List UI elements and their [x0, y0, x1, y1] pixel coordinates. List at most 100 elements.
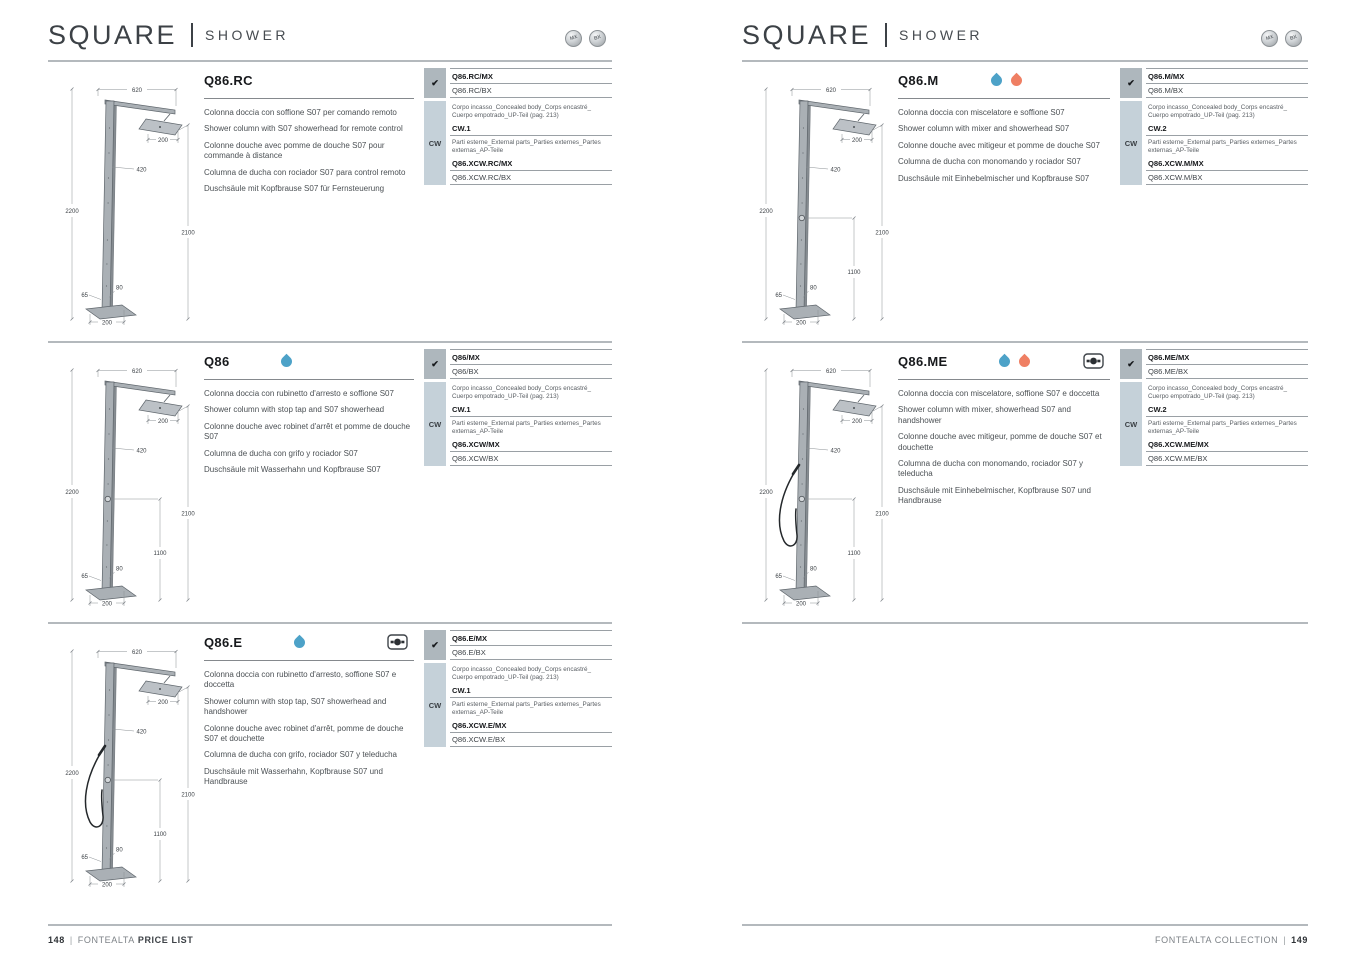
cold-water-drop-icon [997, 353, 1013, 369]
dim-label: 2100 [875, 231, 889, 237]
dim-label: 420 [137, 730, 148, 736]
availability-cell: ✔ [424, 349, 446, 379]
page-number: 148 [48, 935, 65, 945]
order-code-mx: Q86.RC/MX [450, 69, 612, 84]
water-supply-icons [292, 634, 308, 650]
concealed-works-block: CW Corpo incasso_Concealed body_Corps en… [424, 382, 612, 467]
handshower-icon [1083, 353, 1104, 369]
dim-label: 65 [81, 855, 88, 861]
dim-label: 420 [137, 168, 148, 174]
finish-badges: MX BX [565, 29, 606, 47]
external-code-mx: Q86.XCW.E/MX [450, 718, 612, 733]
water-supply-icons [279, 353, 295, 369]
concealed-works-block: CW Corpo incasso_Concealed body_Corps en… [424, 101, 612, 186]
page-subtitle: SHOWER [205, 27, 290, 43]
availability-cell: ✔ [1120, 349, 1142, 379]
dim-label: 2100 [181, 512, 195, 518]
description-de: Duschsäule mit Wasserhahn, Kopfbrause S0… [204, 766, 383, 787]
description-es: Columna de ducha con rociador S07 para c… [204, 167, 406, 177]
order-code-mx: Q86.ME/MX [1146, 350, 1308, 365]
page-footer: 148 | FONTEALTA PRICE LIST [48, 924, 612, 959]
cold-water-drop-icon [988, 72, 1004, 88]
product-title-row: Q86.E [204, 632, 414, 652]
product-row: 620 200 420 2200 2100 1100 65 80 200 Q86.ME [742, 343, 1308, 624]
cw-body-code: CW.1 [450, 402, 612, 417]
dim-label: 2200 [65, 490, 79, 496]
order-code-mx: Q86.E/MX [450, 631, 612, 646]
water-supply-icons [988, 72, 1024, 88]
dim-label: 200 [102, 883, 113, 889]
external-code-mx: Q86.XCW/MX [450, 437, 612, 452]
product-title: Q86.ME [898, 353, 948, 369]
product-info: Q86.ME Colonna doccia con miscelatore, s… [894, 343, 1120, 622]
concealed-body-text: Corpo incasso_Concealed body_Corps encas… [1148, 104, 1287, 120]
dim-label: 65 [775, 574, 782, 580]
description-de: Duschsäule mit Wasserhahn und Kopfbrause… [204, 464, 381, 474]
finish-badge-bx: BX [589, 29, 606, 47]
product-row: 620 200 420 2200 2100 1100 65 80 200 Q86.E [48, 624, 612, 905]
dim-label: 200 [102, 321, 113, 327]
product-info: Q86.RC Colonna doccia con soffione S07 p… [200, 62, 424, 341]
description-de: Duschsäule mit Einhebelmischer und Kopfb… [898, 173, 1090, 183]
product-list: 620 200 420 2200 2100 65 80 200 Q86.RC [48, 62, 612, 905]
page-title: SQUARE [48, 19, 178, 50]
cold-water-drop-icon [292, 634, 308, 650]
concealed-works-block: CW Corpo incasso_Concealed body_Corps en… [424, 663, 612, 748]
dim-label: 1100 [154, 551, 168, 557]
dim-label: 200 [852, 138, 863, 144]
title-underline [204, 379, 414, 380]
description-es: Columna de ducha con grifo y rociador S0… [204, 448, 358, 458]
external-code-bx: Q86.XCW.RC/BX [450, 171, 612, 186]
dim-label: 2100 [181, 793, 195, 799]
dim-label: 620 [826, 88, 837, 94]
title-divider-bar [885, 23, 888, 47]
technical-drawing: 620 200 420 2200 2100 65 80 200 [48, 62, 200, 341]
product-title-row: Q86 [204, 351, 414, 371]
dim-label: 420 [831, 168, 842, 174]
page-subtitle: SHOWER [899, 27, 984, 43]
order-codes-table: ✔ Q86/MX Q86/BX CW Corpo incasso_Conceal… [424, 343, 612, 622]
dim-label: 80 [810, 286, 817, 292]
concealed-body-text: Corpo incasso_Concealed body_Corps encas… [452, 385, 591, 401]
availability-cell: ✔ [424, 630, 446, 660]
description-en: Shower column with mixer and showerhead … [898, 124, 1070, 134]
shower-column-drawing: 620 200 420 2200 2100 1100 65 80 200 [65, 368, 195, 608]
cw-body-code: CW.1 [450, 683, 612, 698]
concealed-works-block: CW Corpo incasso_Concealed body_Corps en… [1120, 382, 1308, 467]
dim-label: 420 [137, 449, 148, 455]
description-fr: Colonne douche avec pomme de douche S07 … [204, 140, 385, 161]
cw-label: CW [428, 138, 442, 148]
dim-label: 2200 [65, 209, 79, 215]
dim-label: 200 [158, 700, 169, 706]
order-code-bx: Q86/BX [450, 365, 612, 379]
dim-label: 1100 [848, 270, 862, 276]
title-divider-bar [191, 23, 194, 47]
cw-cell: CW [424, 101, 446, 186]
dim-label: 2200 [65, 771, 79, 777]
external-parts-text: Parti esterne_External parts_Parties ext… [452, 700, 601, 717]
finish-badge-mx: MX [565, 29, 582, 47]
description-it: Colonna doccia con soffione S07 per coma… [204, 108, 397, 117]
product-list: 620 200 420 2200 2100 1100 65 80 200 Q86.M [742, 62, 1308, 624]
dim-label: 200 [158, 138, 169, 144]
dim-label: 65 [81, 574, 88, 580]
product-row: 620 200 420 2200 2100 65 80 200 Q86.RC [48, 62, 612, 343]
description-de: Duschsäule mit Einhebelmischer, Kopfbrau… [898, 485, 1091, 506]
title-underline [898, 379, 1110, 380]
technical-drawing: 620 200 420 2200 2100 1100 65 80 200 [742, 62, 894, 341]
external-parts-text: Parti esterne_External parts_Parties ext… [1148, 138, 1297, 155]
description-fr: Colonne douche avec robinet d'arrêt, pom… [204, 723, 404, 743]
concealed-body-text: Corpo incasso_Concealed body_Corps encas… [452, 104, 591, 120]
water-supply-icons [997, 353, 1033, 369]
external-code-bx: Q86.XCW.E/BX [450, 733, 612, 748]
product-title-row: Q86.RC [204, 70, 414, 90]
page-left: SQUARE SHOWER MX BX 620 200 420 2200 2100 65 8… [48, 0, 612, 959]
order-codes-table: ✔ Q86.M/MX Q86.M/BX CW Corpo incasso_Con… [1120, 62, 1308, 341]
shower-column-drawing: 620 200 420 2200 2100 1100 65 80 200 [759, 368, 889, 608]
check-icon: ✔ [1127, 77, 1135, 88]
page-title: SQUARE [742, 19, 872, 50]
dim-label: 200 [158, 419, 169, 425]
dim-label: 200 [796, 602, 807, 608]
product-title-row: Q86.M [898, 70, 1110, 90]
